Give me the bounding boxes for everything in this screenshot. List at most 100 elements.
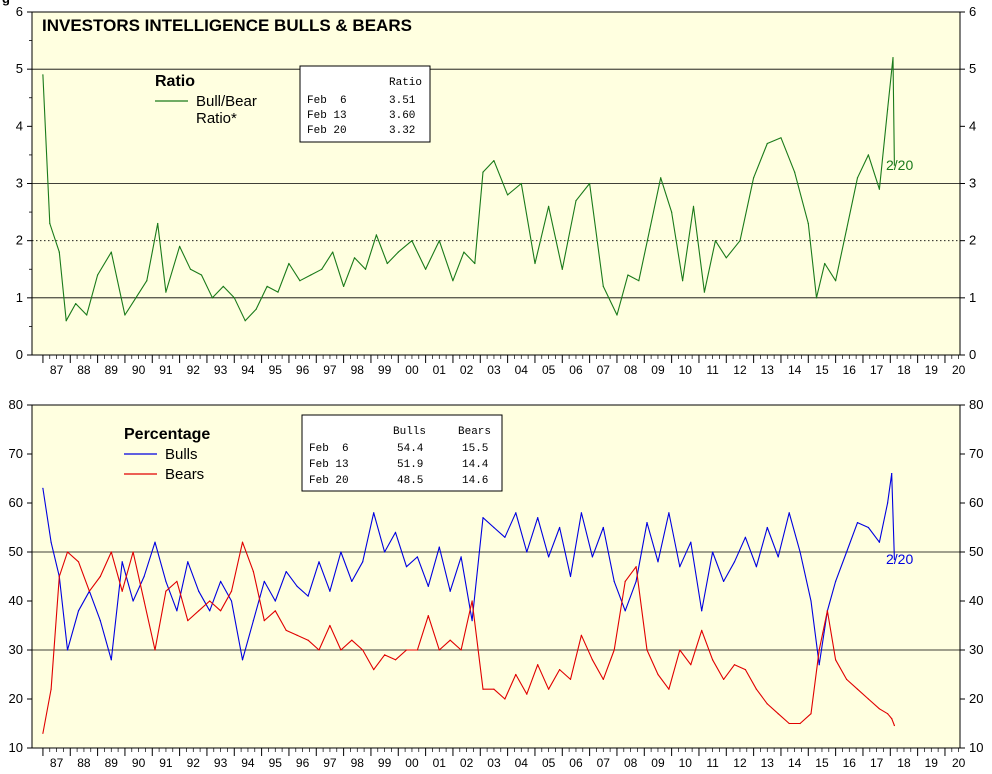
bears-point (493, 688, 495, 690)
bulls-point (818, 664, 820, 666)
percentage-x-tick-label: 94 (241, 756, 255, 770)
bears-point (818, 649, 820, 651)
percentage-y-tick-label: 20 (9, 691, 23, 706)
bull-bear-ratio-point (835, 280, 837, 282)
bulls-point (307, 595, 309, 597)
percentage-x-tick-label: 09 (651, 756, 665, 770)
bulls-point (482, 517, 484, 519)
bulls-point (329, 590, 331, 592)
ratio-y-tick-label: 1 (16, 290, 23, 305)
percentage-table-bulls: 51.9 (397, 459, 423, 471)
bull-bear-ratio-point (332, 251, 334, 253)
bull-bear-ratio-point (124, 314, 126, 316)
bulls-point (132, 600, 134, 602)
bears-point (569, 678, 572, 681)
bulls-point (198, 590, 200, 592)
bulls-point (230, 600, 233, 602)
bears-point (624, 580, 626, 583)
bull-bear-ratio-point (189, 268, 192, 270)
percentage-table-header-bears: Bears (458, 426, 491, 438)
percentage-table-bears: 14.6 (462, 475, 488, 487)
ratio-x-tick-label: 11 (706, 363, 719, 377)
ratio-x-tick-label: 09 (651, 363, 665, 377)
bulls-point (591, 556, 594, 558)
ratio-table-value: 3.32 (389, 125, 415, 137)
bears-point (340, 649, 342, 651)
ratio-y-tick-label: 2 (969, 233, 976, 248)
bears-point (416, 649, 418, 651)
bears-point (121, 590, 123, 592)
bears-point (526, 693, 528, 695)
percentage-table: Bulls Bears Feb 6 54.4 15.5 Feb 13 51.9 … (301, 414, 503, 492)
bull-bear-ratio-point (411, 240, 413, 242)
bulls-point (893, 558, 896, 561)
percentage-x-tick-label: 89 (105, 756, 119, 770)
ratio-x-tick-label: 17 (870, 363, 884, 377)
bears-point (893, 724, 896, 727)
bulls-point (187, 561, 189, 563)
bull-bear-ratio-point (255, 308, 257, 310)
bulls-point (777, 556, 779, 558)
bull-bear-ratio-point (474, 262, 476, 265)
ratio-x-tick-label: 96 (296, 363, 310, 377)
bulls-point (712, 551, 714, 553)
bulls-point (537, 517, 539, 519)
bull-bear-ratio-point (310, 274, 312, 276)
bears-point (176, 580, 178, 583)
bears-point (887, 713, 889, 715)
bulls-point (449, 590, 451, 592)
bull-bear-ratio-point (627, 274, 629, 276)
ratio-y-tick-label: 5 (969, 61, 976, 76)
bull-bear-ratio-point (725, 257, 727, 259)
ratio-x-tick-label: 90 (132, 363, 146, 377)
bears-line (42, 541, 895, 734)
bears-point (285, 629, 287, 632)
percentage-table-date: Feb 13 (309, 459, 349, 471)
bulls-point (351, 580, 353, 583)
ratio-y-tick-label: 3 (16, 176, 23, 191)
percentage-x-tick-label: 12 (733, 756, 747, 770)
bears-point (810, 713, 812, 715)
bull-bear-ratio-point (602, 285, 604, 287)
bears-point (241, 541, 244, 543)
bears-point (646, 649, 648, 651)
bears-point (99, 575, 101, 578)
ratio-x-tick-label: 98 (351, 363, 365, 377)
ratio-x-tick-label: 00 (405, 363, 419, 377)
bears-point (58, 575, 60, 578)
bull-bear-ratio-point (703, 291, 706, 293)
bull-bear-ratio-point (482, 171, 484, 173)
bull-bear-ratio-point (507, 194, 509, 196)
bull-bear-ratio-point (288, 262, 290, 265)
bulls-point (66, 649, 69, 651)
ratio-y-tick-label: 1 (969, 290, 976, 305)
ratio-table-header: Ratio (389, 77, 422, 89)
bulls-point (515, 512, 517, 514)
bulls-point (646, 522, 648, 524)
percentage-x-tick-label: 07 (597, 756, 611, 770)
percentage-x-tick-label: 13 (761, 756, 775, 770)
bulls-point (548, 556, 550, 558)
bull-bear-ratio-point (671, 211, 673, 213)
bull-bear-ratio-point (780, 137, 782, 139)
bulls-point (657, 561, 659, 563)
bull-bear-ratio-point (493, 160, 495, 162)
bulls-point (810, 600, 812, 602)
bears-point (891, 718, 893, 720)
percentage-x-tick-label: 88 (77, 756, 91, 770)
bull-bear-ratio-point (386, 262, 388, 265)
percentage-y-tick-label: 80 (9, 397, 23, 412)
ratio-y-tick-label: 4 (969, 118, 976, 133)
bulls-point (799, 551, 801, 553)
bull-bear-ratio-point (867, 154, 870, 156)
ratio-y-tick-label: 6 (969, 4, 976, 19)
bulls-point (723, 580, 725, 583)
percentage-x-tick-label: 96 (296, 756, 310, 770)
bull-bear-ratio-point (321, 268, 323, 270)
bull-bear-ratio-point (75, 303, 77, 305)
bears-point (274, 610, 276, 612)
bears-point (143, 600, 145, 602)
percentage-x-tick-label: 93 (214, 756, 228, 770)
bulls-point (846, 551, 848, 553)
